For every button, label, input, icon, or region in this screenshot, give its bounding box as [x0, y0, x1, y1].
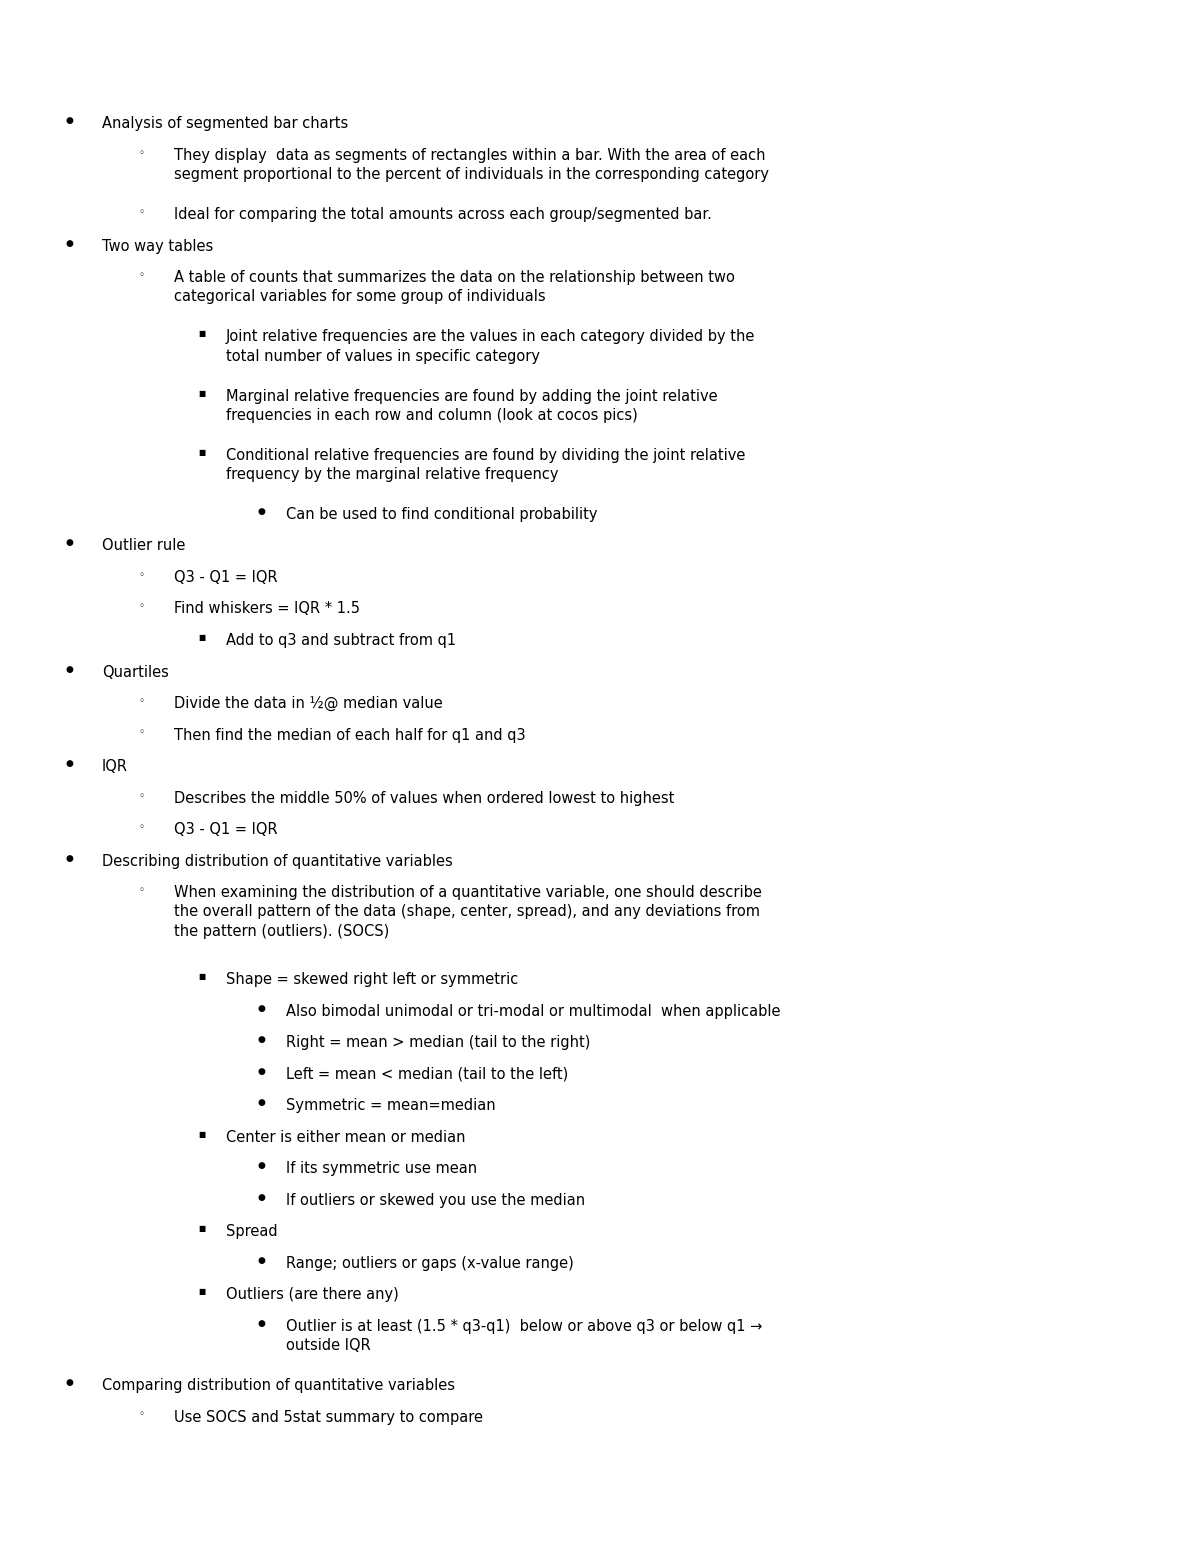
Text: ●: ●: [258, 506, 266, 516]
Text: ◦: ◦: [138, 570, 144, 579]
Text: Q3 - Q1 = IQR: Q3 - Q1 = IQR: [174, 822, 277, 837]
Text: Center is either mean or median: Center is either mean or median: [226, 1129, 466, 1145]
Text: Conditional relative frequencies are found by dividing the joint relative
freque: Conditional relative frequencies are fou…: [226, 447, 745, 481]
Text: Left = mean < median (tail to the left): Left = mean < median (tail to the left): [286, 1067, 568, 1081]
Text: ◦: ◦: [138, 601, 144, 612]
Text: Outlier is at least (1.5 * q3-q1)  below or above q3 or below q1 →
outside IQR: Outlier is at least (1.5 * q3-q1) below …: [286, 1318, 762, 1353]
Text: Ideal for comparing the total amounts across each group/segmented bar.: Ideal for comparing the total amounts ac…: [174, 207, 712, 222]
Text: ■: ■: [198, 1129, 205, 1138]
Text: ●: ●: [258, 1067, 266, 1076]
Text: Marginal relative frequencies are found by adding the joint relative
frequencies: Marginal relative frequencies are found …: [226, 388, 718, 422]
Text: Spread: Spread: [226, 1224, 277, 1239]
Text: Shape = skewed right left or symmetric: Shape = skewed right left or symmetric: [226, 972, 518, 988]
Text: ●: ●: [66, 1378, 74, 1387]
Text: ●: ●: [258, 1034, 266, 1044]
Text: ■: ■: [198, 329, 205, 339]
Text: Describes the middle 50% of values when ordered lowest to highest: Describes the middle 50% of values when …: [174, 790, 674, 806]
Text: Joint relative frequencies are the values in each category divided by the
total : Joint relative frequencies are the value…: [226, 329, 755, 363]
Text: Describing distribution of quantitative variables: Describing distribution of quantitative …: [102, 854, 452, 868]
Text: ◦: ◦: [138, 727, 144, 738]
Text: ◦: ◦: [138, 1410, 144, 1419]
Text: ◦: ◦: [138, 148, 144, 158]
Text: ■: ■: [198, 447, 205, 457]
Text: Right = mean > median (tail to the right): Right = mean > median (tail to the right…: [286, 1034, 590, 1050]
Text: If its symmetric use mean: If its symmetric use mean: [286, 1162, 476, 1176]
Text: ●: ●: [258, 1256, 266, 1264]
Text: ◦: ◦: [138, 790, 144, 801]
Text: A table of counts that summarizes the data on the relationship between two
categ: A table of counts that summarizes the da…: [174, 270, 734, 304]
Text: Also bimodal unimodal or tri-modal or multimodal  when applicable: Also bimodal unimodal or tri-modal or mu…: [286, 1003, 780, 1019]
Text: ●: ●: [66, 759, 74, 769]
Text: If outliers or skewed you use the median: If outliers or skewed you use the median: [286, 1193, 584, 1208]
Text: ●: ●: [66, 854, 74, 862]
Text: Analysis of segmented bar charts: Analysis of segmented bar charts: [102, 116, 348, 132]
Text: ●: ●: [66, 239, 74, 247]
Text: Find whiskers = IQR * 1.5: Find whiskers = IQR * 1.5: [174, 601, 360, 617]
Text: Q3 - Q1 = IQR: Q3 - Q1 = IQR: [174, 570, 277, 585]
Text: IQR: IQR: [102, 759, 128, 773]
Text: ●: ●: [258, 1162, 266, 1169]
Text: Two way tables: Two way tables: [102, 239, 214, 253]
Text: Symmetric = mean=median: Symmetric = mean=median: [286, 1098, 496, 1114]
Text: ◦: ◦: [138, 270, 144, 280]
Text: Range; outliers or gaps (x-value range): Range; outliers or gaps (x-value range): [286, 1256, 574, 1270]
Text: ◦: ◦: [138, 207, 144, 217]
Text: Comparing distribution of quantitative variables: Comparing distribution of quantitative v…: [102, 1378, 455, 1393]
Text: ■: ■: [198, 634, 205, 641]
Text: ◦: ◦: [138, 696, 144, 707]
Text: ●: ●: [258, 1193, 266, 1202]
Text: When examining the distribution of a quantitative variable, one should describe
: When examining the distribution of a qua…: [174, 885, 762, 938]
Text: ■: ■: [198, 388, 205, 398]
Text: Outlier rule: Outlier rule: [102, 539, 185, 553]
Text: ●: ●: [258, 1098, 266, 1107]
Text: They display  data as segments of rectangles within a bar. With the area of each: They display data as segments of rectang…: [174, 148, 769, 182]
Text: ●: ●: [258, 1318, 266, 1328]
Text: ●: ●: [66, 665, 74, 674]
Text: ■: ■: [198, 1287, 205, 1297]
Text: Can be used to find conditional probability: Can be used to find conditional probabil…: [286, 506, 598, 522]
Text: Then find the median of each half for q1 and q3: Then find the median of each half for q1…: [174, 727, 526, 742]
Text: ■: ■: [198, 972, 205, 981]
Text: ●: ●: [258, 1003, 266, 1013]
Text: ■: ■: [198, 1224, 205, 1233]
Text: ●: ●: [66, 116, 74, 126]
Text: Add to q3 and subtract from q1: Add to q3 and subtract from q1: [226, 634, 456, 648]
Text: Use SOCS and 5stat summary to compare: Use SOCS and 5stat summary to compare: [174, 1410, 482, 1424]
Text: Outliers (are there any): Outliers (are there any): [226, 1287, 398, 1303]
Text: Quartiles: Quartiles: [102, 665, 169, 680]
Text: ◦: ◦: [138, 885, 144, 895]
Text: ●: ●: [66, 539, 74, 547]
Text: ◦: ◦: [138, 822, 144, 832]
Text: Divide the data in ½@ median value: Divide the data in ½@ median value: [174, 696, 443, 711]
